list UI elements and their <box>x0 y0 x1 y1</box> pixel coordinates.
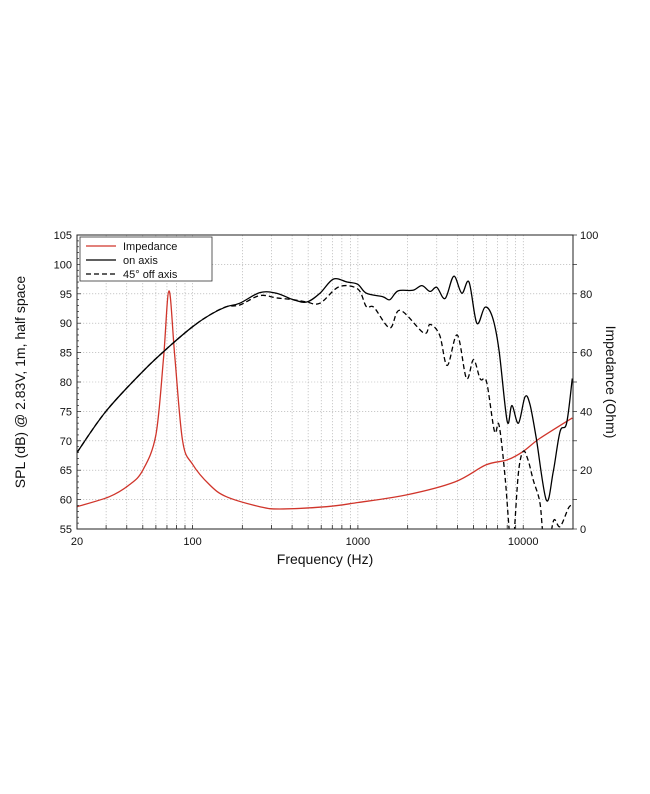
y2-tick-label: 100 <box>580 230 598 242</box>
y-tick-label: 85 <box>60 348 72 360</box>
x-tick-label: 10000 <box>508 536 539 548</box>
y2-tick-label: 40 <box>580 406 592 418</box>
y2-tick-label: 0 <box>580 524 586 536</box>
x-axis-label: Frequency (Hz) <box>277 551 373 567</box>
series-line-impedance <box>77 290 573 510</box>
y-tick-label: 90 <box>60 318 72 330</box>
y-tick-label: 65 <box>60 465 72 477</box>
y2-tick-label: 20 <box>580 465 592 477</box>
legend-label: 45° off axis <box>123 269 178 281</box>
legend: Impedance on axis 45° off axis <box>79 236 213 282</box>
legend-label: on axis <box>123 255 158 267</box>
y-tick-label: 105 <box>54 230 72 242</box>
x-tick-label: 20 <box>71 536 83 548</box>
y-tick-label: 100 <box>54 259 72 271</box>
series-line-on-axis <box>77 275 573 502</box>
y-tick-label: 95 <box>60 289 72 301</box>
y-tick-label: 75 <box>60 406 72 418</box>
y-tick-label: 80 <box>60 377 72 389</box>
ticks: 20 100 1000 10000 55 60 65 70 75 80 85 90 95 100 105 0 2… <box>54 230 599 548</box>
y-tick-label: 55 <box>60 524 72 536</box>
y-tick-label: 70 <box>60 436 72 448</box>
series-line-45-off-axis <box>77 284 573 529</box>
y2-tick-label: 60 <box>580 348 592 360</box>
y2-tick-label: 80 <box>580 289 592 301</box>
x-tick-label: 1000 <box>346 536 370 548</box>
x-tick-label: 100 <box>183 536 201 548</box>
series-group <box>77 275 573 529</box>
y-tick-label: 60 <box>60 495 72 507</box>
legend-label: Impedance <box>123 241 177 253</box>
y-axis-label: SPL (dB) @ 2.83V, 1m, half space <box>12 276 28 489</box>
y2-axis-label: Impedance (Ohm) <box>603 326 619 439</box>
